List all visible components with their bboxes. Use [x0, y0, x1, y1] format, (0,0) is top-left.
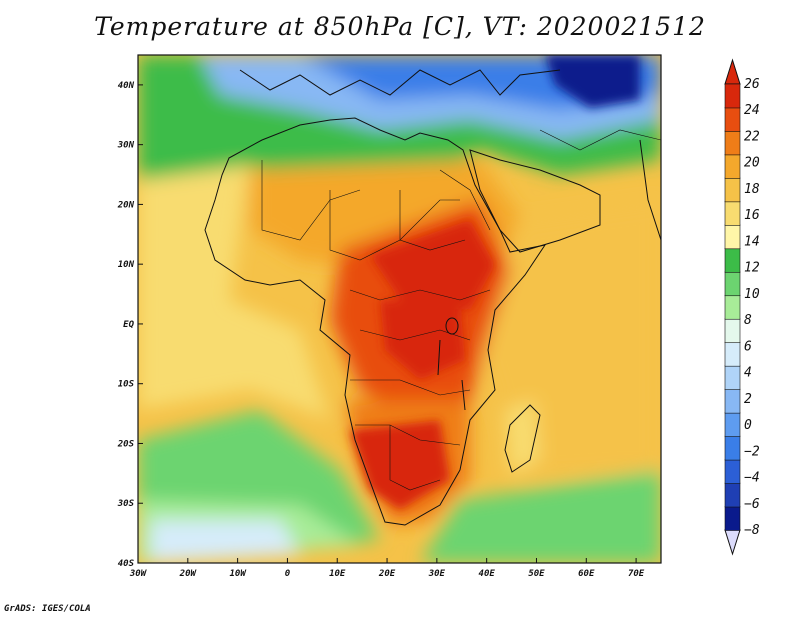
- field-southern-ocean-east: [420, 470, 661, 563]
- border-line: [389, 425, 441, 491]
- colorbar-level-label: 0: [744, 418, 752, 433]
- lat-tick-label: 10N: [118, 260, 135, 270]
- map-title: Temperature at 850hPa [C], VT: 202002151…: [94, 12, 706, 41]
- lat-tick-label: 30N: [117, 141, 135, 151]
- colorbar-segment: [724, 459, 741, 484]
- colorbar-level-label: 8: [744, 313, 752, 328]
- colorbar-level-label: 2: [744, 392, 752, 407]
- border-line: [399, 190, 466, 251]
- lon-tick-label: 10W: [229, 569, 247, 579]
- colorbar-level-label: 6: [744, 339, 752, 354]
- lat-tick-label: 30S: [117, 499, 135, 509]
- colorbar-level-label: 22: [744, 129, 760, 144]
- border-line: [261, 160, 361, 241]
- lakes: [437, 317, 466, 411]
- colorbar-level-label: 14: [744, 234, 760, 249]
- colorbar-level-label: −8: [744, 523, 760, 538]
- colorbar-segment: [724, 224, 741, 250]
- border-line: [350, 379, 471, 396]
- lat-tick-label: 40S: [118, 559, 135, 569]
- lat-tick-label: 20S: [117, 439, 135, 449]
- lat-tick-label: 10S: [118, 380, 135, 390]
- colorbar-segment: [724, 412, 741, 437]
- colorbar-level-label: 20: [744, 156, 760, 171]
- country-borders: [261, 129, 661, 491]
- coastlines: [204, 69, 661, 526]
- lon-tick-label: 50E: [528, 569, 545, 579]
- lon-tick-label: 70E: [628, 569, 645, 579]
- lake-malawi: [461, 379, 466, 411]
- border-line: [355, 424, 461, 446]
- grads-credit: GrADS: IGES/COLA: [4, 604, 91, 614]
- colorbar-segment: [724, 271, 741, 297]
- colorbar-level-label: 16: [744, 208, 760, 223]
- colorbar-segment: [724, 201, 741, 226]
- lake-tanganyika: [437, 339, 441, 376]
- lon-tick-label: 10E: [329, 569, 346, 579]
- colorbar-segment: [724, 318, 741, 344]
- colorbar-level-label: 18: [744, 182, 760, 197]
- colorbar-segment: [724, 294, 741, 320]
- colorbar-lower-extension: [724, 529, 741, 556]
- madagascar-coastline: [504, 404, 541, 473]
- plot-frame: [137, 54, 662, 564]
- colorbar-upper-extension: [724, 58, 741, 85]
- lat-tick-label: EQ: [123, 320, 134, 330]
- arabia-coastline: [469, 149, 601, 253]
- temperature-field: [138, 55, 661, 563]
- lon-tick-label: 20W: [179, 569, 198, 579]
- colorbar-segment: [724, 435, 741, 461]
- colorbar-level-label: 26: [744, 77, 760, 92]
- colorbar-segment: [724, 83, 741, 109]
- colorbar-level-label: −6: [744, 497, 760, 512]
- field-hot-core-north: [370, 220, 495, 310]
- lake-victoria: [445, 317, 459, 335]
- india-coastline: [639, 139, 661, 241]
- border-line: [329, 190, 460, 261]
- colorbar-segment: [724, 506, 741, 531]
- field-atlantic-mid: [138, 150, 330, 420]
- lat-tick-label: 40N: [118, 81, 135, 91]
- colorbar-segment: [724, 154, 741, 179]
- colorbar-segment: [724, 177, 741, 203]
- border-line: [349, 289, 491, 301]
- colorbar-level-label: 12: [744, 261, 760, 276]
- border-line: [539, 129, 661, 151]
- europe-coastline: [239, 69, 561, 96]
- lon-tick-label: 20E: [378, 569, 396, 579]
- lon-tick-label: 0: [285, 569, 291, 579]
- field-hot-core-kalahari: [350, 420, 450, 510]
- border-line: [359, 329, 471, 341]
- colorbar-segment: [724, 482, 741, 508]
- colorbar-segment: [724, 365, 741, 390]
- field-antarctic: [150, 520, 300, 563]
- colorbar-segment: [724, 388, 741, 414]
- colorbar-segment: [724, 130, 741, 156]
- africa-coastline: [204, 117, 547, 526]
- colorbar-level-label: −2: [744, 444, 760, 459]
- lon-tick-label: 40E: [479, 569, 496, 579]
- longitude-axis: 30W 20W 10W 0 10E 20E 30E 40E 50E 60E 70E: [129, 558, 645, 579]
- lat-tick-label: 20N: [117, 200, 135, 210]
- colorbar-level-label: 10: [744, 287, 760, 302]
- colorbar-segment: [724, 341, 741, 367]
- colorbar-segment: [724, 107, 741, 132]
- field-central-asia-cold: [545, 55, 640, 108]
- colorbar-level-label: −4: [744, 471, 760, 486]
- colorbar-segment: [724, 248, 741, 273]
- field-hot-core-lakes: [380, 300, 465, 380]
- lon-tick-label: 30E: [428, 569, 446, 579]
- lon-tick-label: 30W: [129, 569, 148, 579]
- colorbar-level-label: 4: [744, 366, 752, 381]
- latitude-axis: 40N 30N 20N 10N EQ 10S 20S 30S 40S: [117, 81, 143, 569]
- colorbar-level-label: 24: [744, 103, 760, 118]
- border-line: [439, 169, 491, 231]
- lon-tick-label: 60E: [578, 569, 595, 579]
